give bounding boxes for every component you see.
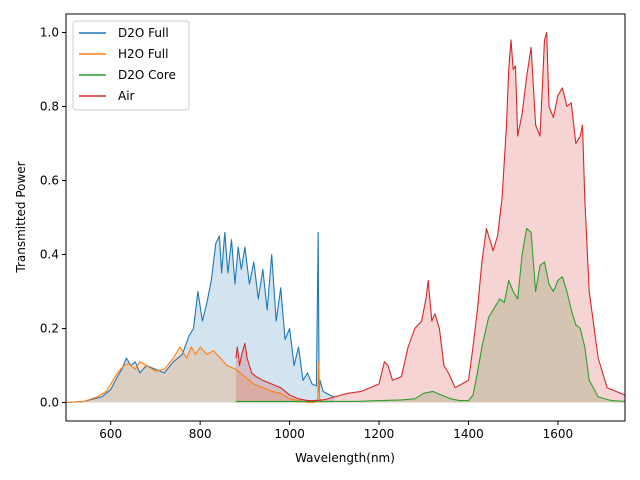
x-tick-label: 1600 bbox=[543, 427, 574, 441]
y-axis: 0.0 0.2 0.4 0.6 0.8 1.0 bbox=[40, 26, 66, 410]
plot-frame bbox=[65, 13, 626, 422]
legend-label-d2o-core: D2O Core bbox=[118, 68, 176, 82]
line-d2o-full bbox=[65, 231, 335, 404]
y-tick-label: 0.0 bbox=[40, 396, 59, 410]
y-tick-label: 0.2 bbox=[40, 322, 59, 336]
y-axis-label: Transmitted Power bbox=[14, 161, 28, 273]
y-tick-label: 0.8 bbox=[40, 100, 59, 114]
legend: D2O Full H2O Full D2O Core Air bbox=[72, 20, 190, 111]
area-fills bbox=[66, 32, 625, 403]
line-h2o-full bbox=[65, 346, 324, 404]
legend-label-air: Air bbox=[118, 89, 135, 103]
area-d2o-core bbox=[235, 228, 625, 403]
y-tick-label: 1.0 bbox=[40, 26, 59, 40]
x-tick-label: 800 bbox=[189, 427, 212, 441]
legend-label-d2o-full: D2O Full bbox=[118, 26, 169, 40]
x-tick-label: 1200 bbox=[364, 427, 395, 441]
y-tick-label: 0.6 bbox=[40, 174, 59, 188]
series-lines bbox=[65, 31, 626, 404]
x-axis: 600 800 1000 1200 1400 1600 bbox=[99, 421, 573, 441]
x-tick-label: 1400 bbox=[453, 427, 484, 441]
area-air bbox=[235, 32, 625, 403]
area-d2o-full bbox=[66, 232, 335, 403]
area-h2o-full bbox=[66, 347, 324, 403]
legend-label-h2o-full: H2O Full bbox=[118, 47, 168, 61]
line-d2o-core bbox=[235, 228, 626, 402]
line-air bbox=[235, 31, 626, 402]
x-axis-label: Wavelength(nm) bbox=[295, 451, 395, 465]
legend-box bbox=[72, 20, 190, 111]
y-tick-label: 0.4 bbox=[40, 248, 59, 262]
x-tick-label: 600 bbox=[99, 427, 122, 441]
x-tick-label: 1000 bbox=[274, 427, 305, 441]
